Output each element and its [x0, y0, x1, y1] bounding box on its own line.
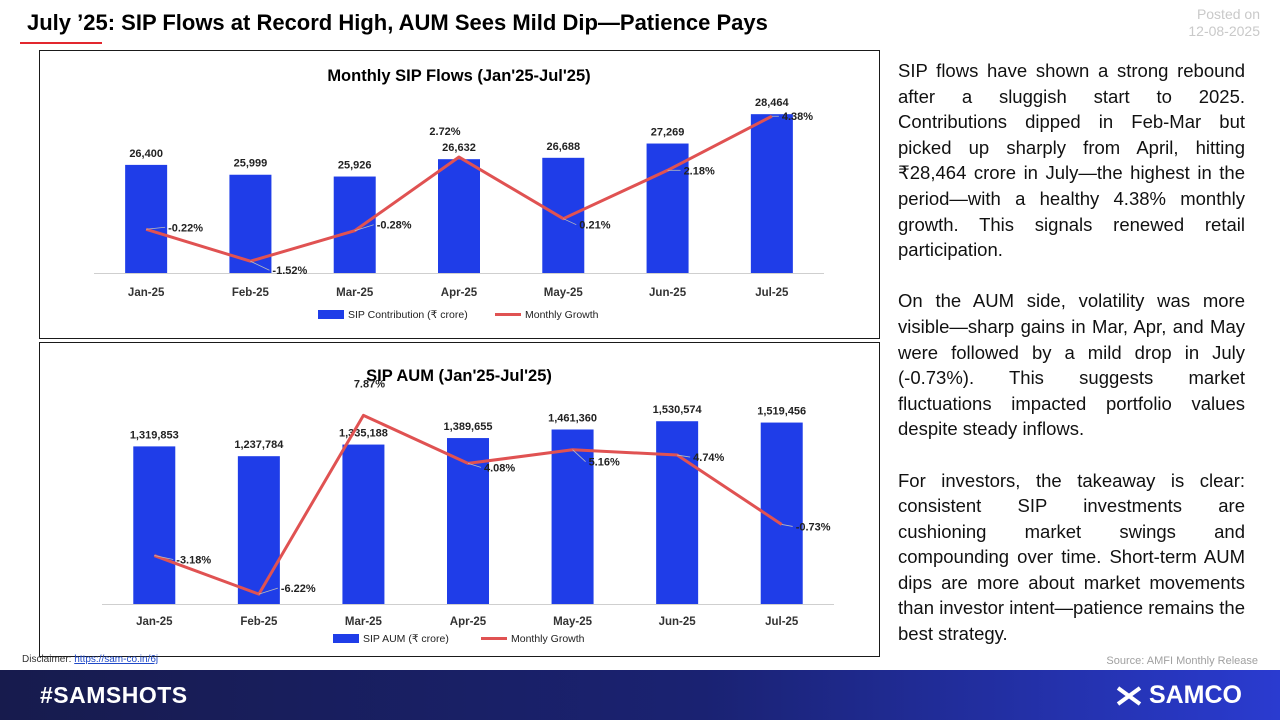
bar: [646, 143, 689, 273]
bar-value-label: 1,319,853: [130, 429, 179, 441]
growth-point: -6.22%: [281, 583, 316, 595]
growth-point: 2.18%: [684, 165, 715, 177]
bar-value-label: 25,999: [234, 158, 268, 170]
commentary-paragraph-2: On the AUM side, volatility was more vis…: [898, 290, 1245, 440]
growth-point: -1.52%: [272, 265, 307, 277]
disclaimer-link[interactable]: https://sam-co.in/6j: [74, 654, 159, 665]
growth-leader-line: [781, 524, 793, 527]
legend-line-label: Monthly Growth: [511, 633, 585, 645]
legend-bar-label: SIP Contribution (₹ crore): [348, 309, 468, 321]
bar-value-label: 27,269: [651, 127, 685, 139]
commentary: SIP flows have shown a strong rebound af…: [898, 58, 1245, 672]
brand-name: SAMCO: [1148, 681, 1242, 709]
commentary-paragraph-3: For investors, the takeaway is clear: co…: [898, 469, 1245, 645]
growth-point: 0.21%: [579, 220, 610, 232]
sip-flows-chart: Monthly SIP Flows (Jan'25-Jul'25) 26,400 J…: [94, 67, 824, 321]
bar-value-label: 1,519,456: [757, 406, 806, 418]
sip-aum-chart-box: SIP AUM (Jan'25-Jul'25) 1,319,853 Jan-25 1,…: [39, 342, 880, 657]
growth-point: 4.08%: [484, 462, 515, 474]
growth-point: 7.87%: [354, 378, 385, 390]
x-tick-label: Jul-25: [755, 287, 789, 299]
bar: [333, 176, 376, 273]
x-tick-label: Mar-25: [336, 287, 374, 299]
growth-point: -3.18%: [176, 555, 211, 567]
x-tick-label: Feb-25: [240, 616, 278, 628]
brand: SAMCO: [1115, 681, 1242, 710]
growth-leader-line: [677, 454, 691, 458]
growth-leader-line: [146, 226, 166, 230]
sip-flows-chart-box: Monthly SIP Flows (Jan'25-Jul'25) 26,400 J…: [39, 50, 880, 339]
source-note: Source: AMFI Monthly Release: [1106, 655, 1258, 667]
x-tick-label: Jan-25: [136, 616, 173, 628]
legend-bar-swatch: [318, 310, 344, 319]
hashtag: #SAMSHOTS: [40, 682, 188, 708]
x-tick-label: Mar-25: [345, 616, 383, 628]
legend-bar-label: SIP AUM (₹ crore): [363, 633, 449, 645]
bar-value-label: 1,335,188: [339, 428, 388, 440]
chart-title: Monthly SIP Flows (Jan'25-Jul'25): [327, 67, 590, 85]
posted-date: 12-08-2025: [1188, 23, 1260, 39]
bar: [656, 421, 699, 604]
bar-value-label: 25,926: [338, 160, 372, 172]
bar: [447, 438, 489, 604]
bar: [750, 114, 793, 273]
growth-leader-line: [563, 218, 577, 226]
bar-value-label: 26,400: [129, 148, 163, 160]
bar: [438, 159, 480, 273]
bar-value-label: 1,530,574: [653, 404, 703, 416]
commentary-paragraph-1: SIP flows have shown a strong rebound af…: [898, 60, 1245, 261]
bar: [551, 429, 594, 604]
x-tick-label: May-25: [553, 616, 593, 628]
legend-line-label: Monthly Growth: [525, 309, 599, 321]
growth-point: -0.22%: [168, 222, 203, 234]
bar-value-label: 26,688: [546, 141, 580, 153]
page-title: July ’25: SIP Flows at Record High, AUM …: [27, 10, 768, 35]
growth-leader-line: [154, 555, 174, 560]
bar: [760, 422, 803, 604]
legend-bar-swatch: [333, 634, 359, 643]
growth-point: 2.72%: [429, 126, 460, 138]
x-tick-label: Apr-25: [441, 287, 478, 299]
disclaimer: Disclaimer: https://sam-co.in/6j: [22, 654, 158, 665]
growth-leader-line: [250, 260, 270, 271]
growth-leader-line: [572, 449, 586, 463]
bar-value-label: 28,464: [755, 97, 790, 109]
posted-label: Posted on: [1196, 6, 1260, 22]
disclaimer-label: Disclaimer:: [22, 654, 72, 665]
x-tick-label: Apr-25: [450, 616, 487, 628]
growth-point: 4.38%: [782, 111, 813, 123]
title-underline: [20, 42, 102, 44]
bar-value-label: 26,632: [442, 142, 476, 154]
x-tick-label: May-25: [544, 287, 584, 299]
x-tick-label: Jul-25: [765, 616, 799, 628]
bar: [237, 456, 280, 604]
footer-bar: #SAMSHOTS SAMCO: [0, 670, 1280, 720]
x-tick-label: Jun-25: [659, 616, 697, 628]
x-tick-label: Feb-25: [232, 287, 270, 299]
growth-point: 5.16%: [589, 457, 620, 469]
bar: [133, 446, 176, 604]
samco-logo-icon: [1116, 685, 1142, 706]
growth-leader-line: [467, 463, 482, 468]
growth-point: 4.74%: [693, 452, 724, 464]
bar: [542, 157, 585, 273]
bar: [342, 444, 385, 604]
bar: [125, 164, 168, 273]
sip-aum-chart: SIP AUM (Jan'25-Jul'25) 1,319,853 Jan-25 1,…: [102, 367, 834, 645]
x-tick-label: Jun-25: [649, 287, 687, 299]
chart-title: SIP AUM (Jan'25-Jul'25): [366, 367, 552, 385]
posted-info: Posted on 12-08-2025: [1188, 6, 1260, 40]
growth-point: -0.28%: [377, 220, 412, 232]
growth-leader-line: [258, 587, 278, 595]
x-tick-label: Jan-25: [128, 287, 165, 299]
bar-value-label: 1,237,784: [234, 439, 284, 451]
growth-point: -0.73%: [796, 521, 831, 533]
bar-value-label: 1,389,655: [444, 421, 493, 433]
bar-value-label: 1,461,360: [548, 412, 597, 424]
growth-leader-line: [354, 224, 374, 232]
